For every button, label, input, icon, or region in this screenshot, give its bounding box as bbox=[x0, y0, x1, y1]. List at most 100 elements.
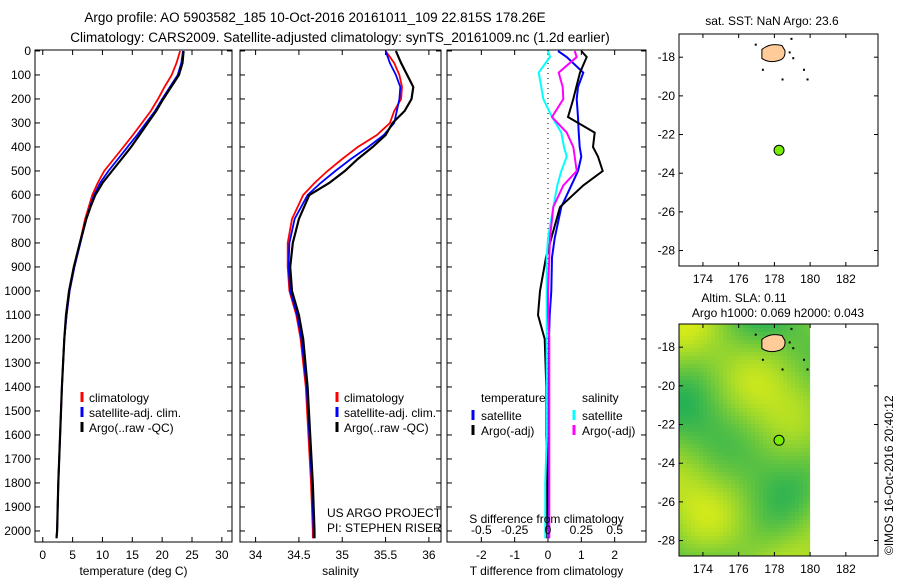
series-line-salinity-satellite bbox=[537, 50, 568, 539]
sla-cell bbox=[803, 376, 807, 380]
zero-reference-dot bbox=[547, 193, 549, 194]
sla-cell bbox=[743, 348, 747, 352]
sla-cell bbox=[687, 520, 691, 524]
sla-cell bbox=[695, 344, 699, 348]
sla-cell bbox=[771, 480, 775, 484]
sla-cell bbox=[719, 540, 723, 544]
sla-cell bbox=[791, 496, 795, 500]
sla-cell bbox=[751, 444, 755, 448]
sla-cell bbox=[687, 436, 691, 440]
sla-cell bbox=[771, 388, 775, 392]
sla-cell bbox=[791, 540, 795, 544]
sla-cell bbox=[787, 420, 791, 424]
sla-cell bbox=[795, 396, 799, 400]
sla-cell bbox=[775, 492, 779, 496]
sla-cell bbox=[755, 432, 759, 436]
sla-cell bbox=[687, 364, 691, 368]
sla-cell bbox=[699, 496, 703, 500]
sla-cell bbox=[739, 472, 743, 476]
sla-cell bbox=[807, 400, 811, 404]
sla-cell bbox=[739, 488, 743, 492]
sla-cell bbox=[771, 392, 775, 396]
sla-cell bbox=[799, 344, 803, 348]
zero-reference-dot bbox=[547, 333, 549, 334]
sla-cell bbox=[791, 520, 795, 524]
sla-cell bbox=[739, 412, 743, 416]
sla-cell bbox=[739, 408, 743, 412]
sla-cell bbox=[707, 344, 711, 348]
sla-cell bbox=[779, 540, 783, 544]
sla-cell bbox=[771, 488, 775, 492]
sla-cell bbox=[791, 476, 795, 480]
sla-cell bbox=[683, 408, 687, 412]
sla-cell bbox=[779, 384, 783, 388]
sla-cell bbox=[755, 496, 759, 500]
sla-cell bbox=[807, 480, 811, 484]
sla-cell bbox=[707, 440, 711, 444]
sla-cell bbox=[759, 328, 763, 332]
sla-cell bbox=[735, 372, 739, 376]
sla-cell bbox=[691, 396, 695, 400]
sla-cell bbox=[739, 520, 743, 524]
sla-cell bbox=[711, 396, 715, 400]
sla-cell bbox=[731, 484, 735, 488]
sla-cell bbox=[779, 360, 783, 364]
sla-cell bbox=[791, 376, 795, 380]
sla-cell bbox=[771, 492, 775, 496]
sla-cell bbox=[727, 468, 731, 472]
zero-reference-dot bbox=[547, 63, 549, 64]
sla-cell bbox=[719, 432, 723, 436]
sla-cell bbox=[703, 488, 707, 492]
sla-cell bbox=[743, 404, 747, 408]
sla-cell bbox=[695, 368, 699, 372]
sla-cell bbox=[763, 428, 767, 432]
sla-cell bbox=[803, 400, 807, 404]
sla-cell bbox=[751, 392, 755, 396]
sla-cell bbox=[771, 416, 775, 420]
sla-cell bbox=[751, 380, 755, 384]
small-island bbox=[790, 327, 793, 330]
plot-frame bbox=[446, 49, 647, 543]
sla-cell bbox=[703, 452, 707, 456]
sla-cell bbox=[739, 328, 743, 332]
sla-cell bbox=[727, 496, 731, 500]
sla-cell bbox=[683, 512, 687, 516]
small-island bbox=[802, 358, 805, 361]
sla-cell bbox=[727, 476, 731, 480]
sla-cell bbox=[751, 332, 755, 336]
sla-cell bbox=[723, 432, 727, 436]
sla-cell bbox=[791, 416, 795, 420]
sla-cell bbox=[719, 436, 723, 440]
sla-cell bbox=[703, 368, 707, 372]
sla-cell bbox=[703, 472, 707, 476]
sla-cell bbox=[807, 380, 811, 384]
sla-cell bbox=[779, 452, 783, 456]
sla-cell bbox=[775, 540, 779, 544]
lon-tick-label: 178 bbox=[764, 562, 784, 576]
sla-cell bbox=[755, 464, 759, 468]
sla-cell bbox=[783, 488, 787, 492]
sla-cell bbox=[787, 396, 791, 400]
sla-cell bbox=[703, 492, 707, 496]
sla-cell bbox=[719, 344, 723, 348]
sla-cell bbox=[755, 356, 759, 360]
sla-cell bbox=[711, 488, 715, 492]
sla-cell bbox=[771, 432, 775, 436]
sla-cell bbox=[679, 452, 683, 456]
sla-cell bbox=[695, 424, 699, 428]
sla-cell bbox=[807, 548, 811, 552]
sla-cell bbox=[747, 380, 751, 384]
sla-cell bbox=[683, 496, 687, 500]
sla-cell bbox=[795, 392, 799, 396]
sla-cell bbox=[747, 484, 751, 488]
sla-cell bbox=[771, 376, 775, 380]
sla-cell bbox=[707, 364, 711, 368]
sla-cell bbox=[751, 404, 755, 408]
sla-cell bbox=[795, 416, 799, 420]
sla-cell bbox=[691, 336, 695, 340]
sla-cell bbox=[735, 532, 739, 536]
sla-cell bbox=[735, 484, 739, 488]
sla-cell bbox=[715, 552, 719, 556]
sla-cell bbox=[743, 472, 747, 476]
sla-cell bbox=[783, 408, 787, 412]
